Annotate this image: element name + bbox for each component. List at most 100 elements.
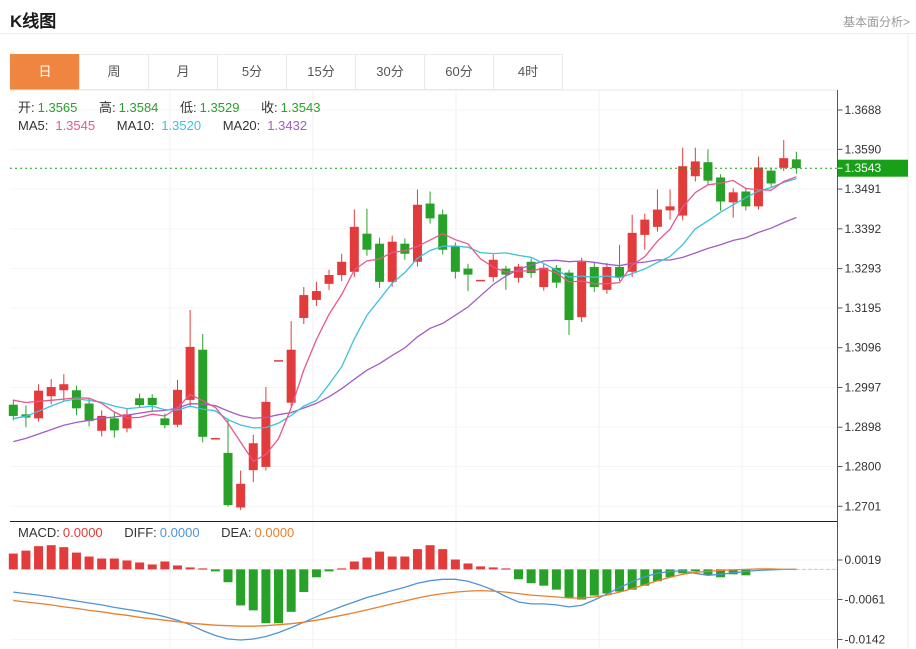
macd-bar [716, 569, 726, 578]
macd-bar [564, 569, 574, 598]
candle-body [425, 203, 435, 219]
macd-bar [488, 567, 498, 570]
candle-body [349, 226, 359, 272]
candle-body [34, 390, 44, 419]
candle-body [690, 161, 700, 177]
low-label: 低: [180, 100, 197, 115]
macd-bar [438, 549, 448, 570]
macd-bar [311, 569, 321, 578]
candle-body [652, 209, 662, 227]
candle-body [400, 243, 410, 254]
macd-bar [337, 568, 347, 570]
candle-body [248, 443, 258, 471]
tab-15min[interactable]: 15分 [286, 54, 356, 90]
macd-bar [400, 556, 410, 570]
tab-day[interactable]: 日 [10, 54, 80, 90]
ma20-readout: MA20: 1.3432 [223, 118, 307, 133]
candle-body [261, 401, 271, 467]
ma5-line [13, 176, 797, 463]
diff-line [13, 568, 797, 641]
ohlc-open: 开: 1.3565 [18, 100, 77, 115]
candle-body [46, 387, 56, 397]
ma5-readout: MA5: 1.3545 [18, 118, 95, 133]
candle-body [514, 266, 523, 278]
candle-body [109, 418, 119, 431]
candle-body [741, 191, 751, 207]
macd-bar [198, 568, 208, 570]
ohlc-readout: 开: 1.3565 高: 1.3584 低: 1.3529 收: 1.3543 [18, 97, 338, 116]
ma10-readout: MA10: 1.3520 [117, 118, 201, 133]
macd-bar [299, 569, 309, 593]
price-axis-label: 1.2898 [845, 420, 882, 434]
close-label: 收: [261, 100, 278, 115]
candle-body [97, 415, 107, 431]
open-label: 开: [18, 100, 35, 115]
tab-60min[interactable]: 60分 [424, 54, 494, 90]
open-value: 1.3565 [37, 100, 78, 115]
candle-body [8, 404, 18, 416]
candle-body [703, 162, 713, 181]
price-axis-label: 1.3688 [845, 103, 882, 117]
candle-body [766, 170, 776, 184]
low-value: 1.3529 [199, 100, 240, 115]
fundamental-analysis-link[interactable]: 基本面分析> [842, 15, 910, 29]
page-title: K线图 [10, 12, 57, 31]
candle-body [375, 243, 385, 282]
macd-bar [46, 545, 56, 570]
macd-bar [463, 563, 473, 570]
macd-bar [476, 566, 486, 570]
candle-body [274, 360, 284, 362]
macd-bar [210, 569, 220, 572]
candle-body [122, 414, 132, 429]
high-label: 高: [99, 100, 116, 115]
candle-body [728, 192, 738, 203]
macd-bar [8, 553, 18, 570]
diff-label: DIFF: [124, 525, 157, 540]
macd-bar [514, 569, 523, 580]
candle-body [526, 261, 536, 274]
candle-body [791, 159, 801, 169]
macd-bar [387, 556, 397, 570]
ohlc-low: 低: 1.3529 [180, 100, 239, 115]
tab-5min[interactable]: 5分 [217, 54, 287, 90]
macd-bar [274, 569, 284, 624]
close-value: 1.3543 [280, 100, 321, 115]
macd-bar [450, 559, 460, 570]
current-price-badge-label: 1.3543 [845, 161, 882, 175]
candle-body [716, 177, 726, 202]
current-price-badge [838, 159, 908, 177]
candle-body [135, 398, 145, 406]
price-axis-label: 1.3491 [845, 182, 882, 196]
price-axis-label: 1.2800 [845, 460, 882, 474]
macd-axis-label: -0.0142 [845, 632, 886, 646]
tab-month[interactable]: 月 [148, 54, 218, 90]
macd-bar [349, 561, 359, 570]
candle-body [450, 246, 460, 272]
dea-value: 0.0000 [254, 525, 295, 540]
macd-bar [615, 569, 625, 592]
macd-bar [172, 565, 182, 570]
tab-30min[interactable]: 30分 [355, 54, 425, 90]
macd-value-readout: MACD: 0.0000 [18, 525, 103, 540]
dea-line [13, 568, 797, 627]
price-axis-label: 1.3590 [845, 142, 882, 156]
ma5-value: 1.3545 [55, 118, 96, 133]
macd-bar [577, 569, 587, 600]
candle-body [779, 158, 789, 168]
candle-body [299, 295, 309, 318]
candle-body [147, 397, 157, 406]
macd-axis-label: -0.0061 [845, 592, 886, 606]
ohlc-high: 高: 1.3584 [99, 100, 158, 115]
ohlc-close: 收: 1.3543 [261, 100, 320, 115]
macd-value: 0.0000 [62, 525, 103, 540]
macd-bar [84, 556, 94, 570]
macd-bar [425, 545, 435, 570]
macd-bar [690, 569, 700, 572]
macd-bar [223, 569, 233, 583]
macd-bar [286, 569, 296, 612]
header-divider [0, 33, 916, 34]
macd-bar [627, 569, 637, 590]
macd-bar [160, 561, 170, 570]
